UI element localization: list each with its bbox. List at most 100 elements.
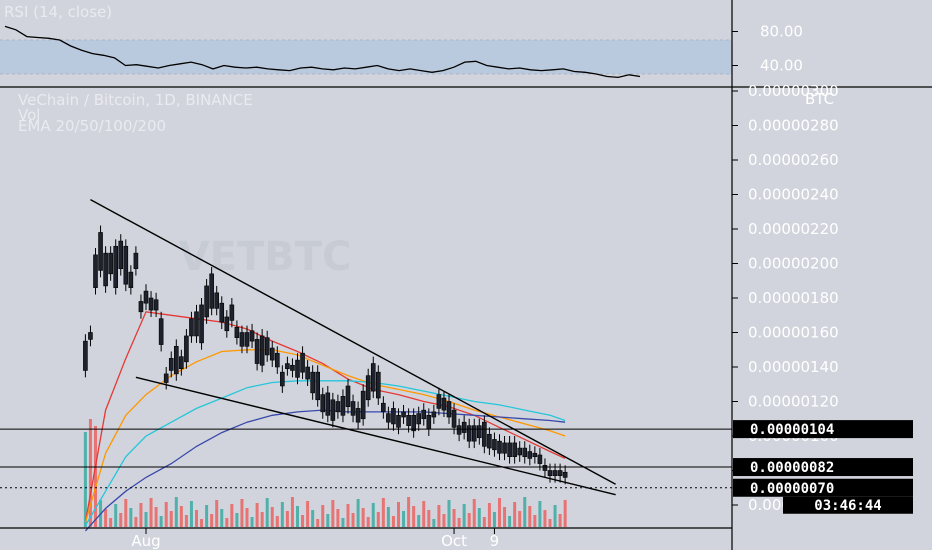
candle-body [386,413,391,423]
volume-bar [225,518,229,527]
candle-body [512,442,517,457]
candle-body [199,304,204,344]
volume-bar [230,504,234,527]
volume-bar [548,519,552,527]
candle-body [441,397,447,411]
candle-body [133,252,139,269]
volume-bar [164,502,168,527]
volume-bar [285,511,289,527]
drawings[interactable] [0,199,732,496]
candle-body [476,425,482,439]
candle-body [451,409,457,428]
volume-bar [528,506,532,527]
ema-label: EMA 20/50/100/200 [18,117,166,135]
time-axis[interactable]: Aug Oct 9 [131,528,499,550]
volume-bar [255,503,259,527]
volume-bar [210,514,214,527]
volume-bar [371,503,375,527]
rsi-tick-label: 40.00 [760,57,803,75]
volume-bar [427,510,431,527]
volume-bar [397,502,400,527]
candle-body [497,440,502,454]
candle-body [148,297,154,311]
volume-bar [402,511,406,527]
time-tick-label: Aug [131,532,160,550]
volume-bar [94,426,97,527]
candle-body [391,408,396,425]
candle-body [381,402,386,413]
price-tick-label: 0.00000140 [748,358,839,376]
candles [83,225,568,485]
volume-bar [417,515,421,527]
candle-body [184,335,189,363]
candle-body [118,240,124,269]
volume-bar [114,504,118,527]
volume-bar [260,512,264,527]
volume-bar [311,510,315,527]
candle-body [163,373,169,383]
volume-bar [437,505,441,527]
volume-bar [169,511,173,527]
candle-body [264,337,270,356]
volume-bar [558,514,562,527]
volume-bar [104,509,108,527]
candle-body [431,411,437,418]
price-tick-label: 0.00000280 [748,117,839,135]
volume-bar [346,504,350,527]
watermark-text: VETBTC [179,234,352,280]
volume-bars [83,419,567,527]
volume-bar [83,432,87,527]
price-label-text: 0.00000082 [750,460,834,476]
candle-body [290,364,295,371]
candle-body [315,371,321,401]
volume-bar [119,513,123,527]
volume-bar [205,505,209,527]
volume-bar [442,514,446,527]
candle-body [269,347,275,361]
price-tick-label: 0.00000160 [748,324,839,342]
candle-body [426,414,432,430]
candle-body [522,447,528,458]
volume-bar [412,506,416,527]
volume-label: Vol [18,106,40,124]
candle-body [492,439,497,451]
candle-body [310,371,315,394]
price-label-text: 0.00000104 [750,422,834,438]
volume-bar [336,509,340,527]
candle-body [446,401,452,418]
candle-body [401,411,406,418]
price-tick-label: 0.00000300 [748,82,839,100]
volume-bar [250,517,254,527]
candle-body [416,413,422,425]
volume-bar [280,502,284,527]
volume-bar [189,501,193,527]
candle-body [335,401,341,413]
time-tick-label: Oct [441,532,467,550]
candle-body [471,425,477,442]
volume-bar [467,513,471,527]
volume-bar [462,504,466,527]
candle-body [194,311,199,337]
volume-bar [245,508,249,527]
volume-bar [366,517,370,527]
volume-bar [407,497,411,527]
candle-body [360,390,366,420]
volume-bar [154,507,158,527]
trendline [90,199,616,485]
volume-bar [477,508,481,527]
volume-bar [326,514,330,527]
price-label-box [733,420,913,439]
volume-bar [174,497,178,527]
volume-bar [109,518,113,527]
volume-bar [331,500,335,527]
volume-bar [498,498,501,527]
symbol-label: VeChain / Bitcoin, 1D, BINANCE [18,91,253,109]
candle-body [345,385,351,407]
volume-bar [275,516,279,527]
volume-bar [447,500,451,527]
candle-body [209,273,214,309]
volume-bar [391,516,395,527]
currency-label: BTC [805,90,834,108]
